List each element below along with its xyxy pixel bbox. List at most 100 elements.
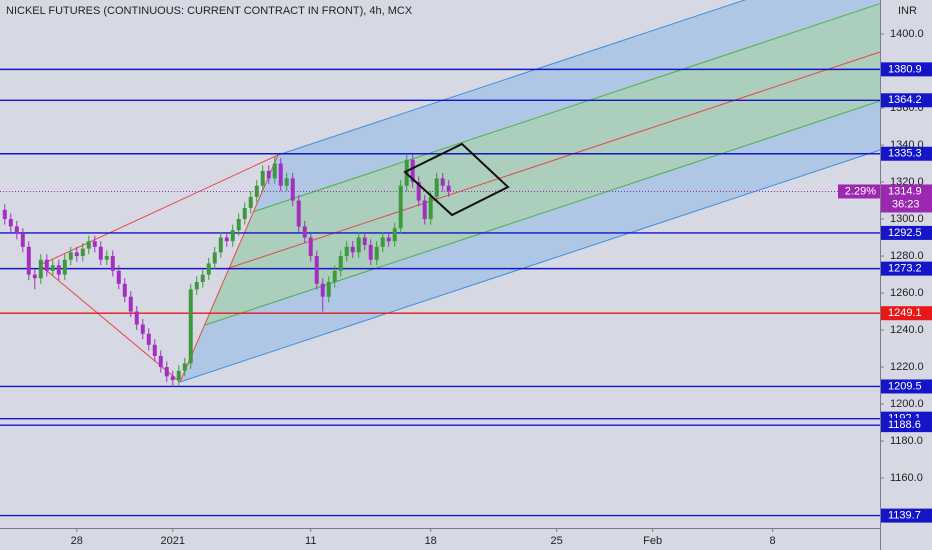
rotated-rectangle (403, 142, 510, 217)
candle-body (80, 248, 85, 257)
change-box (838, 184, 880, 199)
currency: INR (898, 5, 917, 17)
candle-body (392, 228, 397, 242)
candle-body (98, 246, 103, 260)
pitchfork (39, 0, 881, 383)
candle-body (302, 226, 307, 238)
candle-body (212, 252, 217, 264)
candle-body (152, 344, 157, 356)
level-label: 1364.2 (888, 94, 922, 106)
y-tick-label: 1160.0 (890, 472, 923, 484)
level-label: 1273.2 (888, 263, 922, 275)
level-label: 1188.6 (888, 419, 921, 431)
pitchfork-upper-inner (253, 3, 881, 213)
x-tick-label: Feb (643, 535, 662, 547)
x-tick-label: 18 (425, 535, 437, 547)
candle-body (194, 281, 199, 290)
x-tick-label: 25 (551, 535, 563, 547)
candle-body (380, 237, 385, 247)
candle-body (254, 185, 259, 197)
candles (2, 154, 451, 388)
candle-body (422, 200, 427, 220)
pitchfork-lower-line (179, 149, 881, 383)
pitchfork-handle (39, 154, 279, 266)
candle-body (314, 256, 319, 284)
candle-body (20, 233, 25, 247)
level-label-box (881, 261, 932, 276)
countdown-label: 36:23 (892, 198, 920, 210)
candle-body (62, 259, 67, 275)
candle-body (362, 237, 367, 245)
candle-body (440, 178, 445, 186)
candle-body (68, 252, 73, 260)
y-tick-label: 1400.0 (890, 28, 924, 40)
candle-body (284, 178, 289, 186)
y-tick-label: 1200.0 (890, 398, 924, 410)
y-tick-label: 1300.0 (890, 213, 924, 225)
level-label-box (881, 306, 932, 321)
candle-body (134, 311, 139, 325)
pitchfork-median (228, 51, 881, 269)
candle-body (14, 226, 19, 234)
level-label: 1380.9 (888, 63, 922, 75)
candle-body (206, 263, 211, 275)
y-tick-label: 1180.0 (890, 435, 923, 447)
candle-body (32, 274, 37, 279)
level-label-box (881, 418, 932, 433)
candle-body (50, 265, 55, 271)
level-label-box (881, 146, 932, 161)
levels (0, 68, 880, 517)
candle-body (176, 370, 181, 380)
candle-body (326, 281, 331, 297)
level-label: 1335.3 (888, 148, 922, 160)
candle-body (446, 185, 451, 192)
x-tick-label: 11 (305, 535, 316, 547)
candle-body (266, 170, 271, 179)
y-tick-label: 1260.0 (890, 287, 924, 299)
candle-body (188, 289, 193, 364)
candle-body (146, 333, 151, 345)
candle-body (230, 230, 235, 242)
candle-body (116, 270, 121, 284)
candle-body (38, 259, 43, 279)
candle-body (74, 252, 79, 257)
last-price-box (881, 184, 932, 213)
candle-body (164, 367, 169, 377)
candle-body (386, 237, 391, 242)
candle-body (338, 256, 343, 271)
candle-body (344, 246, 349, 257)
last-price-label: 1314.9 (888, 185, 922, 197)
candle-body (86, 241, 91, 249)
level-label-box (881, 508, 932, 523)
pitchfork-upper-line (277, 0, 747, 156)
candle-body (356, 237, 361, 253)
candle-body (224, 237, 229, 242)
candle-body (290, 178, 295, 201)
candle-body (200, 274, 205, 282)
candle-body (92, 241, 97, 247)
candle-body (410, 159, 415, 183)
candle-body (218, 237, 223, 253)
candle-body (332, 270, 337, 282)
axis: 1160.0 1180.0 1200.0 1220.0 1240.0 1260.0 1280… (71, 28, 932, 547)
candle-body (320, 283, 325, 297)
level-label: 1249.1 (888, 307, 922, 319)
candle-body (56, 265, 61, 275)
level-label-box (881, 93, 932, 108)
candle-body (2, 209, 7, 220)
candle-body (110, 256, 115, 271)
level-label-box (881, 379, 932, 394)
candle-body (44, 259, 49, 271)
candle-body (272, 163, 277, 179)
candle-body (350, 246, 355, 253)
candle-body (122, 283, 127, 297)
y-tick-label: 1280.0 (890, 250, 924, 262)
candle-body (374, 246, 379, 260)
candle-body (170, 376, 175, 380)
x-tick-label: 8 (770, 535, 776, 547)
candle-body (248, 196, 253, 208)
chart-title: NICKEL FUTURES (CONTINUOUS: CURRENT CONT… (6, 5, 413, 17)
candle-body (398, 185, 403, 229)
